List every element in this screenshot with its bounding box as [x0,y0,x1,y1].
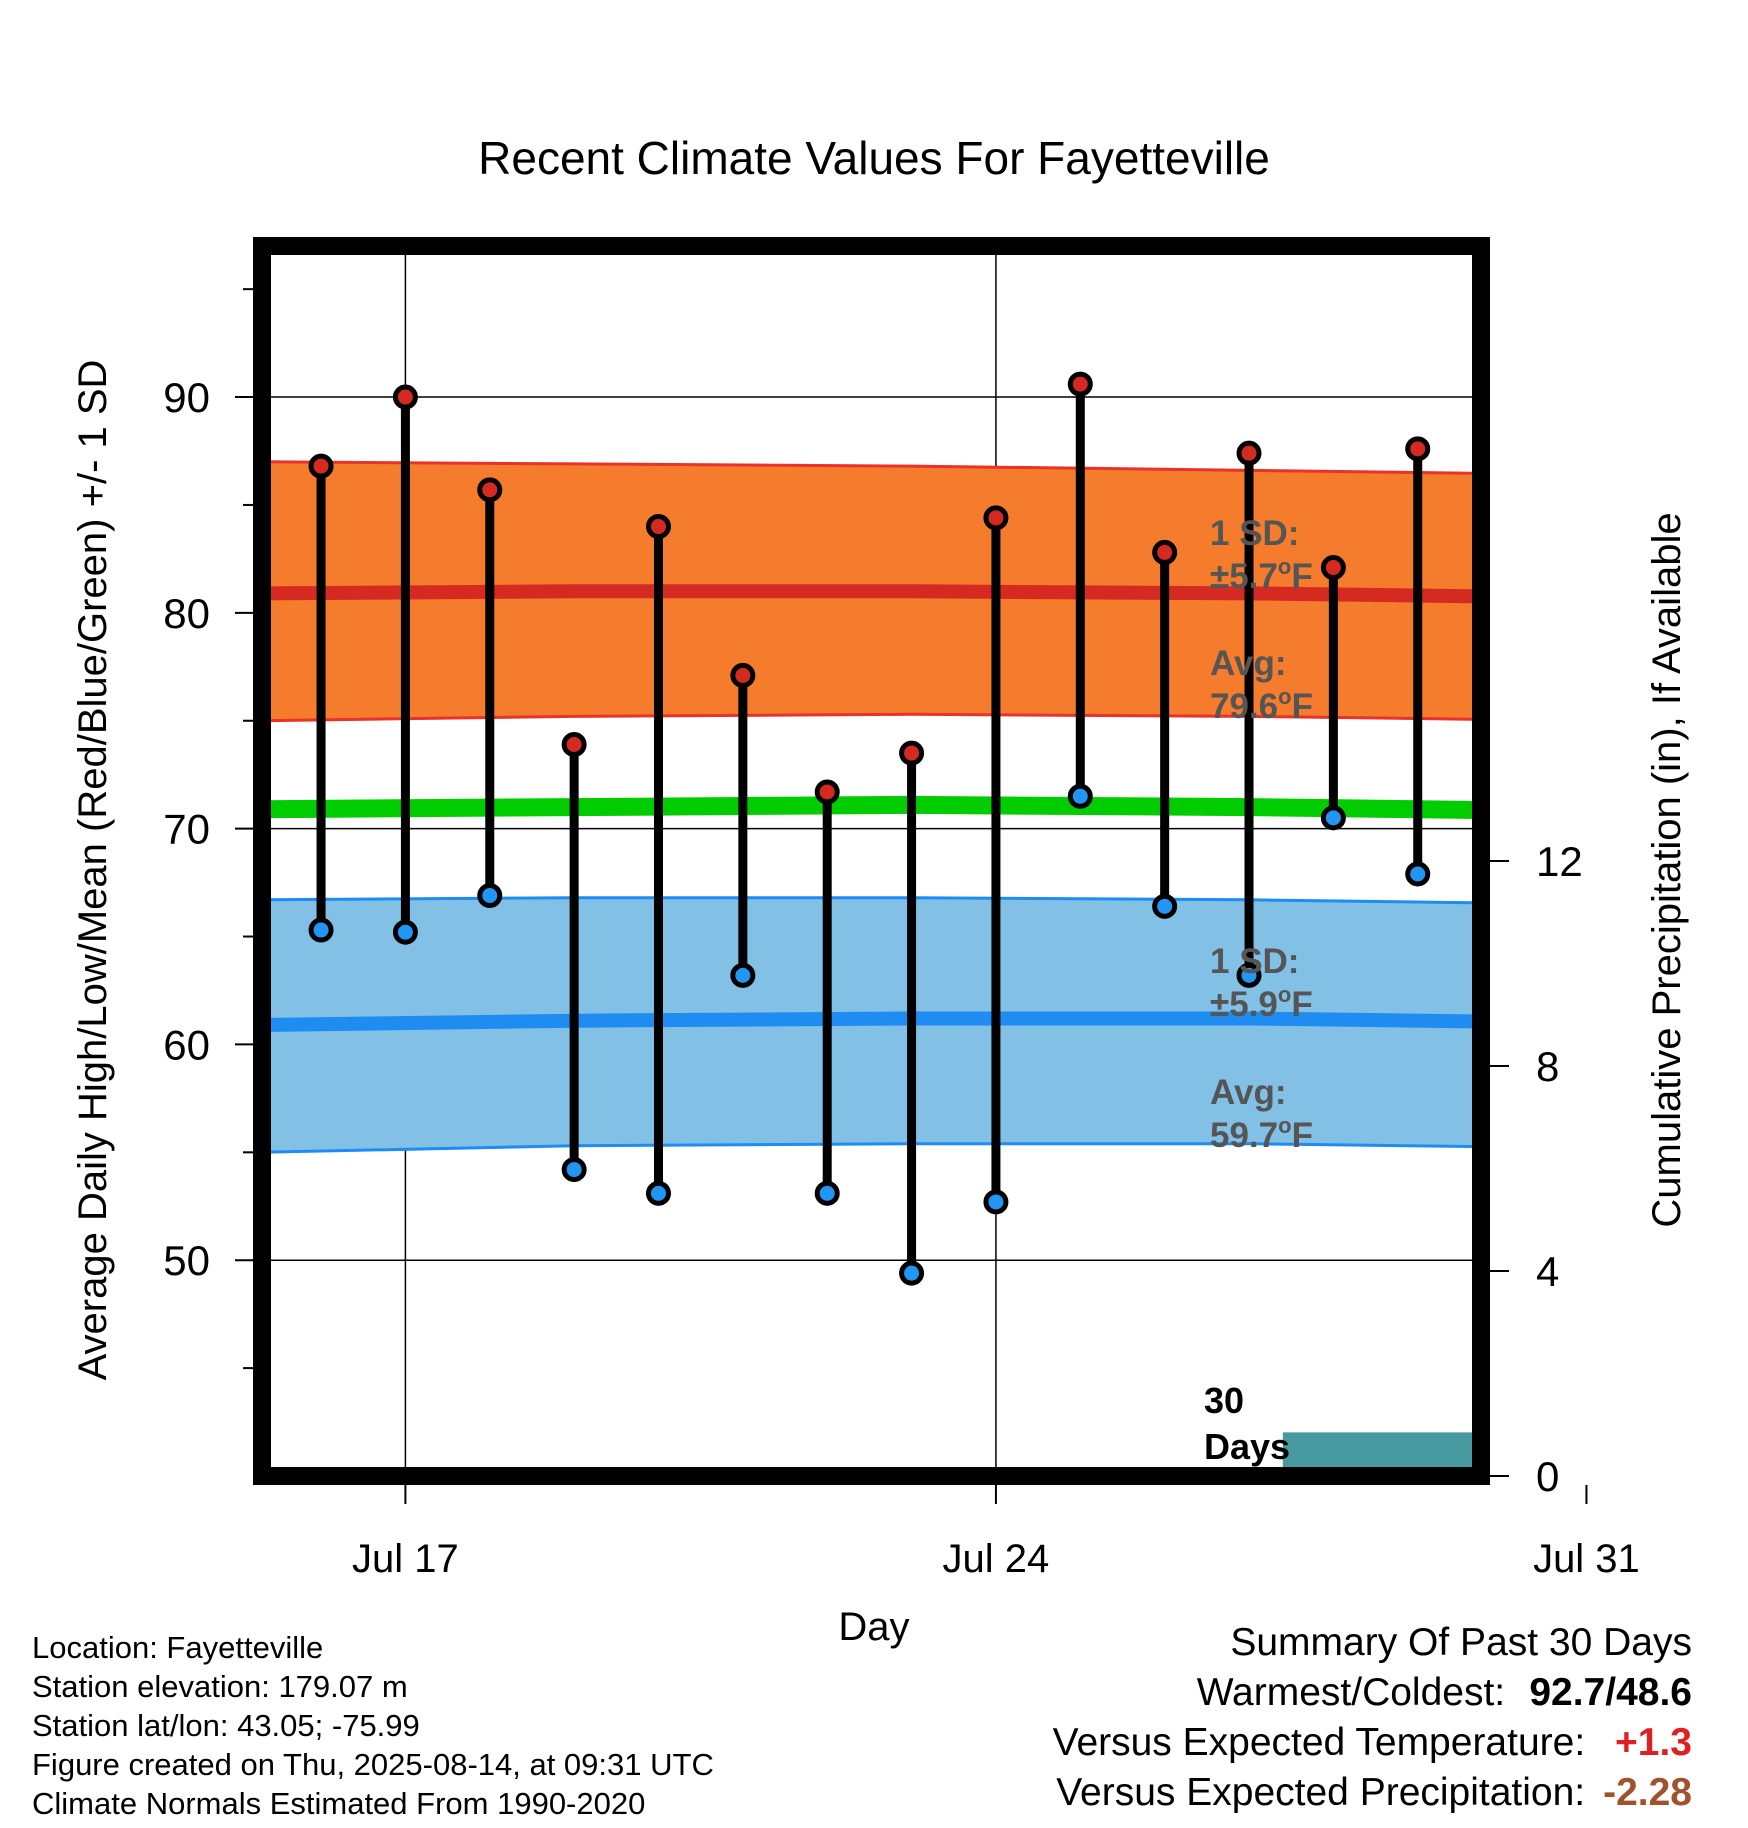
degree-symbol: o [1278,684,1291,709]
summary-warm-cold: Warmest/Coldest: 92.7/48.6 [1053,1668,1692,1718]
daily-high-point [983,505,1009,531]
daily-low-point [814,1180,840,1206]
precip-area [262,1432,1481,1476]
summary-temp: Versus Expected Temperature: +1.3 [1053,1718,1692,1768]
daily-low-point [308,917,334,943]
daily-high-point [561,731,587,757]
daily-low-point [1492,929,1512,949]
daily-low-point [477,883,503,909]
period-unit: Days [1204,1426,1290,1467]
high-annotation: 1 SD: ±5.7oF Avg: 79.6oF [1210,514,1313,726]
high-avg-value-line: 79.6oF [1210,684,1313,726]
high-sd-band [262,460,1481,723]
plot-frame [253,237,1490,1485]
high-avg-label: Avg: [1210,644,1286,683]
low-avg-label: Avg: [1210,1073,1286,1112]
x-tick-label: Jul 24 [943,1537,1050,1581]
normal-mean-line [262,795,1481,820]
low-avg-value: 59.7 [1210,1116,1278,1155]
warm-cold-value: 92.7/48.6 [1529,1671,1692,1714]
plot-area [262,246,1596,1476]
precip-anomaly-label: Versus Expected Precipitation: [1056,1771,1586,1814]
station-info: Location: Fayetteville Station elevation… [32,1628,714,1823]
daily-high-point [1320,555,1346,581]
y-tick-label: 90 [163,374,210,421]
elevation-text: Station elevation: 179.07 m [32,1669,408,1704]
low-sd-value-line: ±5.9oF [1210,982,1313,1024]
y2-tick-label: 4 [1536,1248,1559,1295]
high-sd-value: ±5.7 [1210,557,1278,596]
daily-low-point [1320,805,1346,831]
y-tick-label: 60 [163,1021,210,1068]
daily-low-point [1405,861,1431,887]
y-tick-label: 80 [163,590,210,637]
daily-high-point [1576,467,1596,487]
daily-high-point [477,477,503,503]
degree-symbol: o [1278,982,1291,1007]
daily-high-point [1236,440,1262,466]
chart-title: Recent Climate Values For Fayetteville [478,132,1270,184]
precip-anomaly-value: -2.28 [1603,1771,1692,1814]
daily-high-point [1152,539,1178,565]
temp-anomaly-value: +1.3 [1615,1721,1692,1764]
daily-low-point [1576,978,1596,998]
low-annotation: 1 SD: ±5.9oF Avg: 59.7oF [1210,942,1313,1155]
y2-axis-label: Cumulative Precipitation (in), If Availa… [1645,512,1689,1227]
x-tick-label: Jul 17 [352,1537,459,1581]
y-tick-label: 50 [163,1237,210,1284]
daily-low-point [561,1157,587,1183]
normals-text: Climate Normals Estimated From 1990-2020 [32,1786,646,1821]
temp-anomaly-label: Versus Expected Temperature: [1052,1721,1586,1764]
latlon-text: Station lat/lon: 43.05; -75.99 [32,1708,420,1743]
y2-tick-label: 8 [1536,1043,1559,1090]
high-sd-label: 1 SD: [1210,514,1299,553]
warm-cold-label: Warmest/Coldest: [1196,1671,1506,1714]
daily-low-point [392,919,418,945]
daily-low-point [645,1180,671,1206]
daily-high-point [645,514,671,540]
high-avg-value: 79.6 [1210,687,1278,726]
location-text: Location: Fayetteville [32,1630,324,1665]
daily-low-point [730,962,756,988]
daily-high-point [730,662,756,688]
daily-high-point [899,740,925,766]
daily-high-point [308,453,334,479]
daily-high-point [1067,371,1093,397]
y-tick-label: 70 [163,806,210,853]
daily-high-point [1492,476,1512,496]
summary-precip: Versus Expected Precipitation: -2.28 [1053,1768,1692,1818]
low-sd-label: 1 SD: [1210,942,1299,981]
daily-low-point [1236,962,1262,988]
daily-low-point [899,1260,925,1286]
low-sd-band [262,896,1481,1154]
summary-title: Summary Of Past 30 Days [1230,1621,1692,1664]
high-sd-value-line: ±5.7oF [1210,554,1313,596]
unit-label: F [1292,687,1313,726]
period-annotation: 30 Days [1204,1380,1290,1467]
daily-high-point [814,779,840,805]
daily-low-point [1067,783,1093,809]
period-number: 30 [1204,1380,1244,1421]
degree-symbol: o [1278,1113,1291,1138]
daily-low-point [1152,893,1178,919]
daily-high-point [392,384,418,410]
x-axis-label: Day [838,1605,909,1649]
unit-label: F [1291,985,1312,1024]
daily-low-point [983,1189,1009,1215]
normal-high-line [262,584,1481,604]
degree-symbol: o [1278,554,1291,579]
unit-label: F [1292,1116,1313,1155]
created-text: Figure created on Thu, 2025-08-14, at 09… [32,1747,714,1782]
normal-low-line [262,1011,1481,1032]
y2-tick-label: 12 [1536,838,1583,885]
y2-tick-label: 0 [1536,1453,1559,1500]
daily-high-point [1405,436,1431,462]
y-axis-label: Average Daily High/Low/Mean (Red/Blue/Gr… [71,360,115,1381]
low-sd-value: ±5.9 [1210,985,1278,1024]
low-avg-value-line: 59.7oF [1210,1113,1313,1155]
unit-label: F [1291,557,1312,596]
summary-panel: Summary Of Past 30 Days Warmest/Coldest:… [1053,1618,1692,1818]
x-tick-label: Jul 31 [1533,1537,1640,1581]
